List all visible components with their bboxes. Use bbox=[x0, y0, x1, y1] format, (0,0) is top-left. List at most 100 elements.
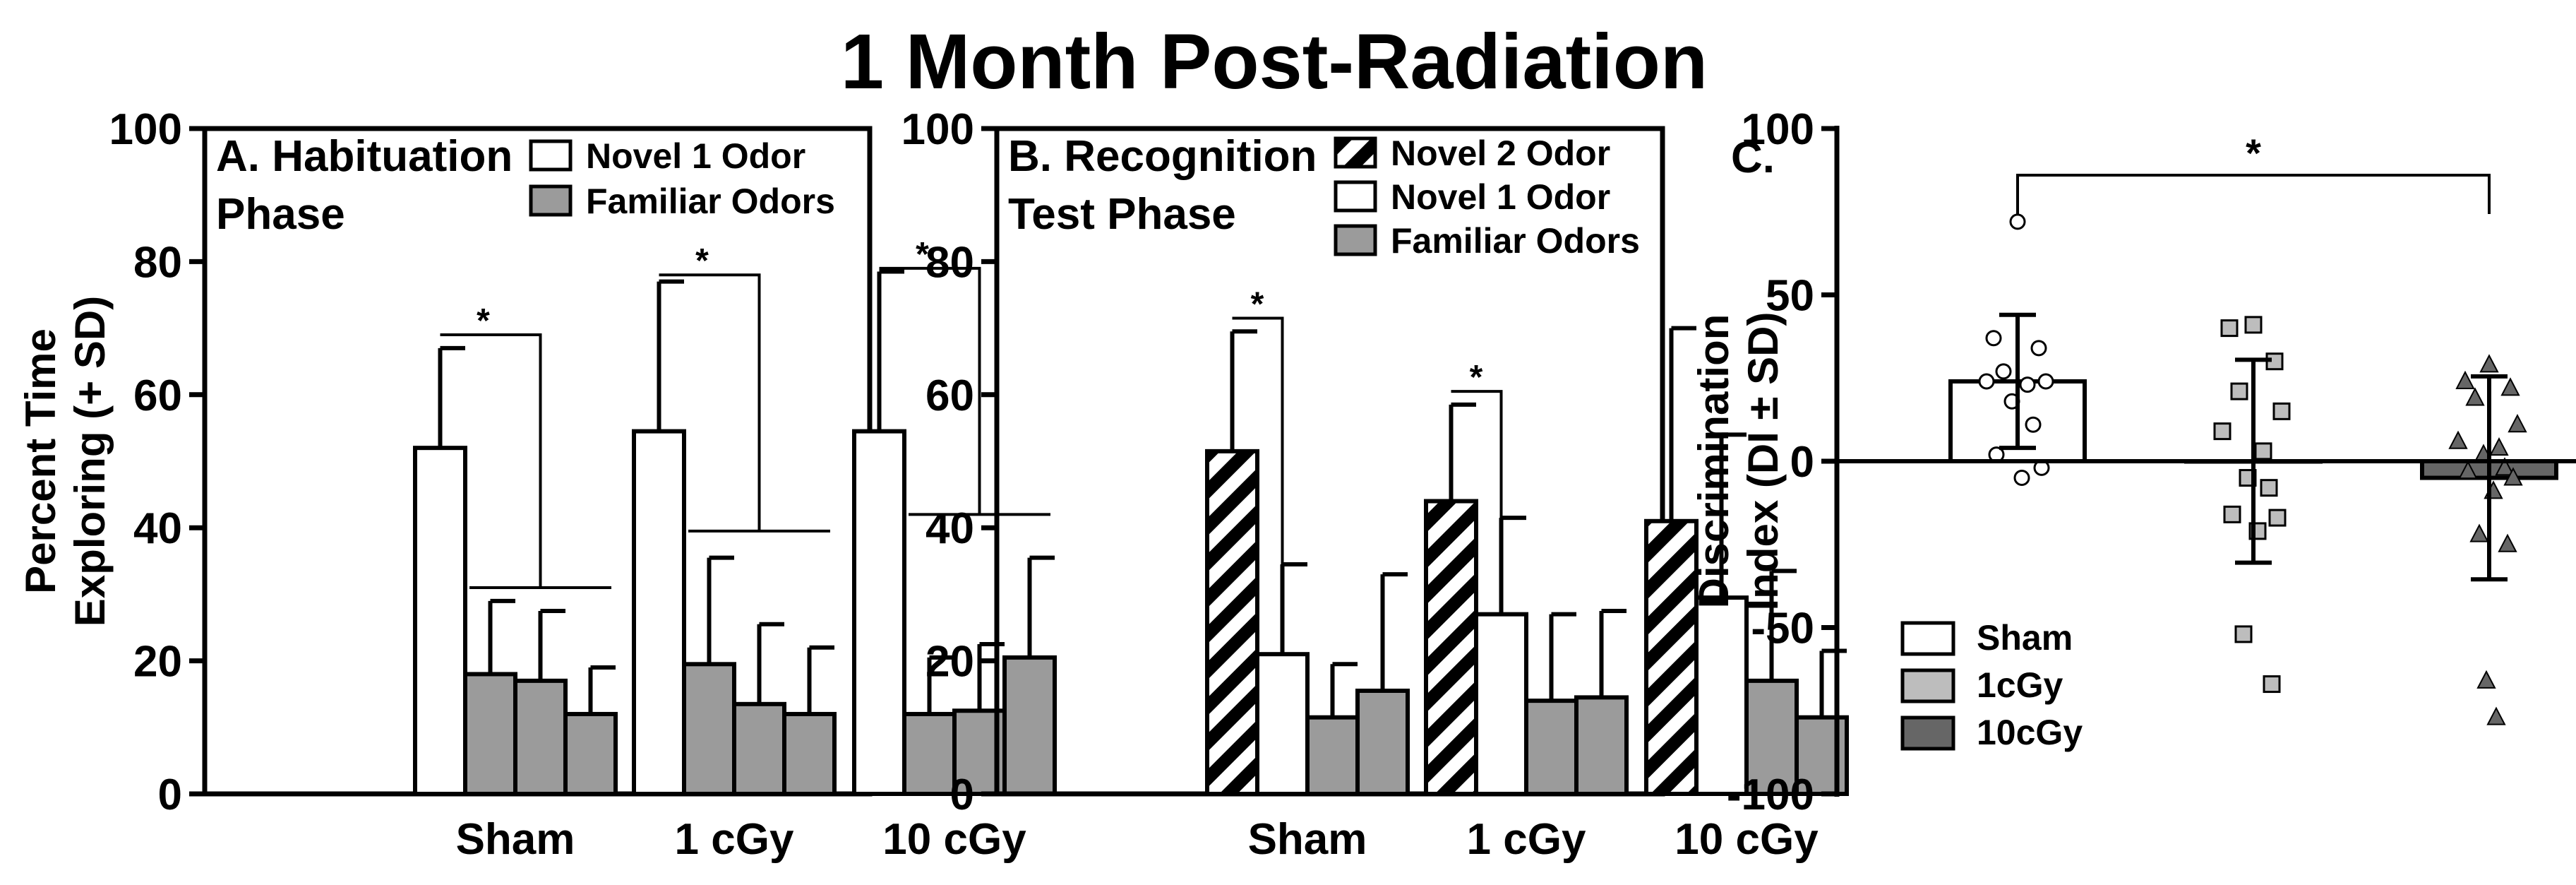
panel-c-discrimination-chart: -100 -50 0 50 100 Discrimination Index (DI ± S… bbox=[1690, 105, 2576, 819]
significance-bracket bbox=[879, 266, 981, 515]
bar-gray bbox=[1355, 688, 1410, 796]
data-point bbox=[2495, 457, 2515, 476]
data-point bbox=[1985, 330, 2002, 347]
x-category-label: 10 cGy bbox=[882, 815, 1026, 864]
panel-title: C. bbox=[1731, 133, 1775, 182]
y-tick-label: 50 bbox=[1766, 272, 1814, 321]
legend-label: 1cGy bbox=[1977, 665, 2063, 705]
legend-swatch-dark bbox=[1900, 715, 1955, 751]
bar-gray bbox=[563, 711, 618, 797]
significance-star: * bbox=[2246, 131, 2261, 175]
data-point bbox=[2019, 376, 2036, 393]
data-point bbox=[2009, 213, 2026, 230]
y-tick-label: 80 bbox=[925, 238, 974, 287]
legend-label: Sham bbox=[1977, 618, 2073, 658]
y-tick-label: 40 bbox=[133, 504, 182, 553]
data-point bbox=[2213, 422, 2231, 441]
significance-bracket bbox=[659, 273, 761, 531]
bar-gray bbox=[463, 672, 517, 796]
y-tick-label: 40 bbox=[925, 504, 974, 553]
data-point bbox=[2254, 442, 2272, 461]
data-point bbox=[2030, 340, 2047, 357]
legend-swatch-gray bbox=[529, 184, 573, 217]
panel-title: B. Recognition bbox=[1008, 132, 1317, 181]
significance-bracket bbox=[440, 333, 542, 588]
y-axis-label: Percent Time bbox=[17, 328, 64, 594]
legend-swatch-white bbox=[529, 139, 573, 172]
bar-hatched bbox=[1644, 518, 1699, 797]
legend-swatch-gray bbox=[1334, 224, 1377, 256]
data-point bbox=[2465, 387, 2485, 406]
x-category-label: Sham bbox=[1248, 815, 1367, 864]
y-tick-label: 20 bbox=[133, 638, 182, 687]
data-point bbox=[2272, 402, 2291, 420]
significance-bracket bbox=[1451, 390, 1503, 545]
bar-white bbox=[632, 429, 686, 796]
panel-title: A. Habituation bbox=[216, 132, 513, 181]
significance-bracket bbox=[2016, 173, 2491, 214]
y-axis-label: Discrimination bbox=[1690, 314, 1737, 609]
bar-white bbox=[1694, 595, 1749, 796]
bar-gray bbox=[1002, 655, 1057, 797]
data-point bbox=[2469, 523, 2489, 542]
bar-gray bbox=[732, 701, 786, 797]
data-point bbox=[2503, 467, 2523, 486]
legend-label: 10cGy bbox=[1977, 713, 2083, 752]
significance-star: * bbox=[695, 242, 709, 280]
bar-gray bbox=[782, 711, 837, 797]
data-point bbox=[2508, 414, 2527, 433]
data-point bbox=[2489, 436, 2509, 456]
data-point bbox=[2498, 533, 2517, 552]
y-tick-label: 80 bbox=[133, 238, 182, 287]
legend-label: Novel 2 Odor bbox=[1391, 133, 1610, 173]
data-point bbox=[2448, 430, 2468, 449]
legend-label: Novel 1 Odor bbox=[1391, 177, 1610, 217]
y-axis-label: Index (DI ± SD) bbox=[1739, 312, 1787, 611]
bar-gray bbox=[1305, 715, 1360, 796]
bar-gray bbox=[902, 711, 957, 797]
significance-star: * bbox=[916, 236, 929, 273]
panel-title: Phase bbox=[216, 190, 345, 239]
panel-title: Test Phase bbox=[1008, 190, 1236, 239]
bar-gray bbox=[1574, 695, 1629, 796]
y-tick-label: -100 bbox=[1727, 771, 1814, 819]
y-tick-label: 20 bbox=[925, 638, 974, 687]
y-tick-label: 60 bbox=[925, 372, 974, 420]
data-point bbox=[2025, 416, 2042, 433]
legend-swatch-white bbox=[1334, 180, 1377, 213]
data-point bbox=[1995, 363, 2012, 380]
data-point bbox=[2476, 670, 2496, 689]
data-point bbox=[2268, 509, 2287, 527]
legend-swatch-hatched bbox=[1334, 136, 1377, 169]
x-category-label: Sham bbox=[456, 815, 575, 864]
significance-star: * bbox=[477, 302, 490, 340]
data-point bbox=[2013, 470, 2030, 487]
legend-label: Familiar Odors bbox=[586, 182, 835, 221]
y-axis-label: Exploring (+ SD) bbox=[66, 296, 114, 626]
data-point bbox=[2486, 706, 2506, 725]
data-point bbox=[2455, 370, 2475, 389]
bar-white bbox=[1255, 652, 1310, 796]
data-point bbox=[2500, 377, 2520, 396]
data-point bbox=[2260, 479, 2278, 497]
x-category-label: 1 cGy bbox=[675, 815, 794, 864]
bar-hatched bbox=[1205, 449, 1259, 796]
y-tick-label: 100 bbox=[109, 105, 182, 154]
x-category-label: 10 cGy bbox=[1675, 815, 1819, 864]
y-tick-label: 100 bbox=[901, 105, 974, 154]
bar-gray bbox=[513, 678, 568, 796]
significance-bracket bbox=[1232, 316, 1284, 591]
bar-gray bbox=[1524, 699, 1578, 796]
bar-gray bbox=[682, 662, 736, 796]
y-tick-label: 0 bbox=[1790, 438, 1814, 487]
y-tick-label: -50 bbox=[1751, 605, 1814, 653]
panel-a-habituation-chart: 0 20 40 60 80 100 Percent Time Exploring (+ SD)… bbox=[17, 105, 1057, 864]
legend-label: Familiar Odors bbox=[1391, 221, 1640, 261]
data-point bbox=[2220, 319, 2239, 338]
data-point bbox=[2479, 354, 2499, 373]
bar-white bbox=[852, 429, 906, 796]
data-point bbox=[2234, 625, 2253, 643]
significance-star: * bbox=[1251, 285, 1264, 323]
data-point bbox=[2458, 460, 2478, 480]
